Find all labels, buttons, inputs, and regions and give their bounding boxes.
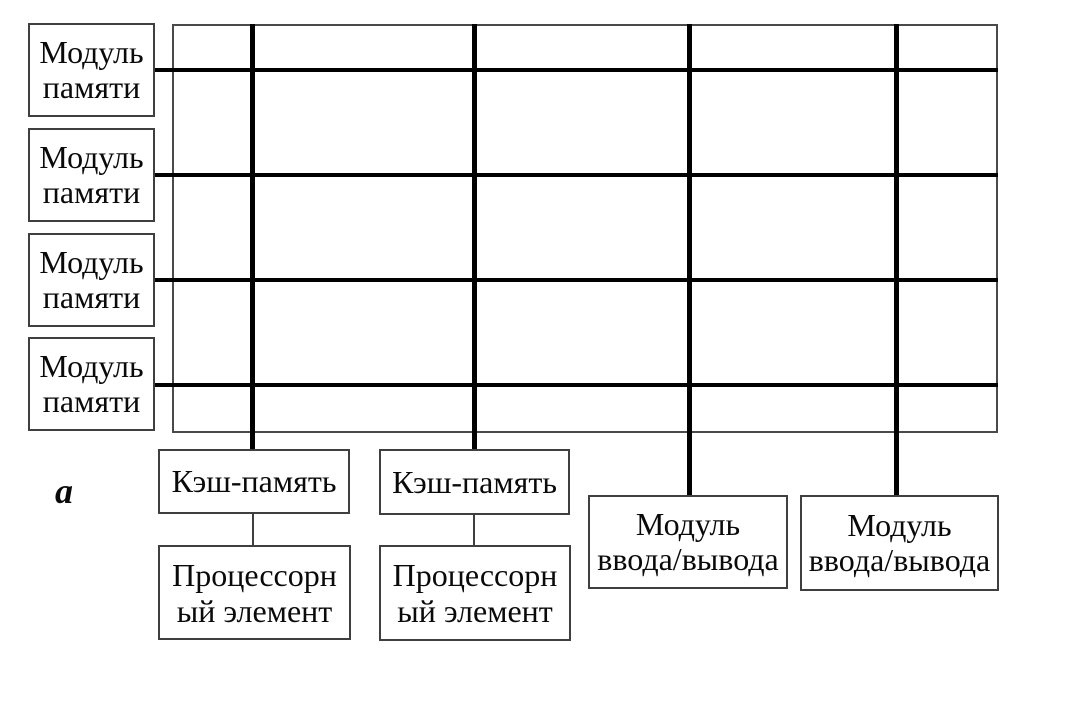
memory-bus-line-3 — [155, 278, 998, 282]
io-module-box-2: Модуль ввода/вывода — [800, 495, 999, 591]
memory-bus-line-2 — [155, 173, 998, 177]
memory-module-label-line2: памяти — [42, 69, 141, 105]
memory-module-box-2: Модуль памяти — [28, 128, 155, 222]
io-bus-line-1 — [687, 24, 692, 495]
io-module-label-line2: ввода/вывода — [808, 542, 991, 578]
io-module-box-1: Модуль ввода/вывода — [588, 495, 788, 589]
figure-label-a: а — [55, 471, 73, 511]
cache-processor-connector-1 — [252, 514, 254, 545]
cache-memory-box-2: Кэш-память — [379, 449, 570, 515]
memory-module-label-line1: Модуль — [39, 348, 144, 384]
crossbar-grid — [172, 24, 998, 433]
cache-memory-label: Кэш-память — [171, 463, 337, 499]
io-module-label-line1: Модуль — [635, 506, 741, 542]
memory-module-label-line2: памяти — [42, 383, 141, 419]
cache-memory-box-1: Кэш-память — [158, 449, 350, 514]
memory-module-box-4: Модуль памяти — [28, 337, 155, 431]
memory-bus-line-4 — [155, 383, 998, 387]
memory-module-box-3: Модуль памяти — [28, 233, 155, 327]
processor-element-label-line2: ый элемент — [397, 593, 553, 629]
memory-module-label-line1: Модуль — [39, 139, 144, 175]
memory-module-label-line2: памяти — [42, 279, 141, 315]
io-module-label-line2: ввода/вывода — [597, 541, 779, 577]
processor-element-box-2: Процессорн ый элемент — [379, 545, 571, 641]
processor-element-box-1: Процессорн ый элемент — [158, 545, 351, 640]
memory-module-label-line2: памяти — [42, 174, 141, 210]
processor-element-label-line2: ый элемент — [176, 592, 333, 629]
memory-module-label-line1: Модуль — [39, 34, 144, 70]
io-bus-line-2 — [894, 24, 899, 495]
cache-processor-connector-2 — [473, 514, 475, 545]
processor-bus-line-1 — [250, 24, 255, 449]
processor-element-label-line1: Процессорн — [172, 556, 337, 593]
io-module-label-line1: Модуль — [847, 507, 952, 543]
cache-memory-label: Кэш-память — [392, 463, 557, 500]
memory-module-box-1: Модуль памяти — [28, 23, 155, 117]
memory-bus-line-1 — [155, 68, 998, 72]
processor-element-label-line1: Процессорн — [392, 557, 558, 593]
processor-bus-line-2 — [472, 24, 477, 449]
memory-module-label-line1: Модуль — [39, 244, 144, 280]
